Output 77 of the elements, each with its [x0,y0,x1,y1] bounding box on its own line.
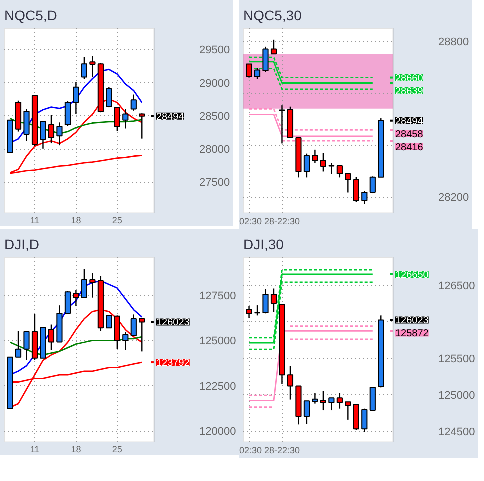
candlestick [24,331,30,361]
candlestick [81,56,88,80]
chart-title: DJI,30 [244,236,284,252]
candlestick [114,106,120,132]
candlestick [328,398,335,412]
x-tick-label: 28-22:30 [264,446,300,456]
y-tick-label: 28500 [200,110,230,123]
candlestick [56,122,63,146]
candlestick [90,272,96,298]
y-tick-label: 125500 [438,353,476,366]
candlestick [73,82,80,115]
ref-line-label: 28416 [396,142,424,154]
candlestick [287,366,294,400]
candlestick [48,324,55,351]
candlestick [320,390,326,412]
y-tick-label: 28800 [438,36,470,48]
candlestick [254,304,261,316]
candlestick [122,108,129,130]
ref-line-label: 126023 [156,318,190,329]
candlestick [353,176,360,203]
candlestick [345,402,352,421]
candlestick [362,408,368,434]
ref-line-label: 28639 [396,86,424,98]
chart-title: NQC5,D [4,8,58,24]
x-tick-label: 02:30 [240,446,262,456]
y-tick-label: 125000 [438,390,476,402]
candlestick [279,104,286,144]
y-tick-label: 124500 [438,426,476,438]
ref-line-label: 28660 [396,73,424,84]
y-tick-label: 29500 [200,44,230,57]
candlestick [270,288,278,313]
candlestick [312,149,318,164]
candlestick [328,162,335,175]
chart-title: DJI,D [4,236,40,252]
y-tick-label: 28000 [200,144,230,156]
x-tick-label: 25 [112,444,122,454]
x-tick-label: 18 [71,444,82,454]
ref-line-label: 126023 [396,316,430,327]
candlestick [336,392,343,410]
candlestick [48,114,55,144]
candlestick [262,288,269,314]
candlestick [130,94,137,112]
candlestick [345,173,352,194]
y-tick-label: 125000 [200,336,236,348]
ref-line-label: 125872 [396,328,430,340]
candlestick [40,121,46,150]
y-tick-label: 127500 [200,290,236,303]
candlestick [270,39,278,55]
candlestick [122,332,129,351]
y-tick-label: 122500 [200,380,236,393]
candlestick [336,165,343,178]
candlestick [312,392,318,404]
ref-line-label: 28458 [396,129,424,140]
x-tick-label: 11 [30,216,40,226]
candlestick [15,330,22,358]
candlestick [304,153,310,178]
y-tick-label: 126500 [438,280,476,292]
candlestick [246,306,252,319]
y-tick-label: 29000 [200,78,230,90]
candlestick [90,55,96,78]
x-tick-label: 18 [71,216,82,226]
x-tick-label: 25 [112,216,122,226]
y-tick-label: 27500 [200,177,230,190]
candlestick [73,290,80,307]
y-tick-label: 28200 [438,192,470,204]
candlestick [320,152,326,172]
candlestick [262,46,269,73]
x-tick-label: 02:30 [240,216,262,226]
x-tick-label: 11 [30,444,40,454]
y-tick-label: 120000 [200,426,236,438]
chart-title: NQC5,30 [244,8,302,24]
candlestick [130,314,137,336]
candlestick [362,190,368,205]
x-tick-label: 28-22:30 [264,216,300,226]
candlestick [24,108,30,142]
candlestick [81,268,88,298]
candlestick [304,400,310,425]
